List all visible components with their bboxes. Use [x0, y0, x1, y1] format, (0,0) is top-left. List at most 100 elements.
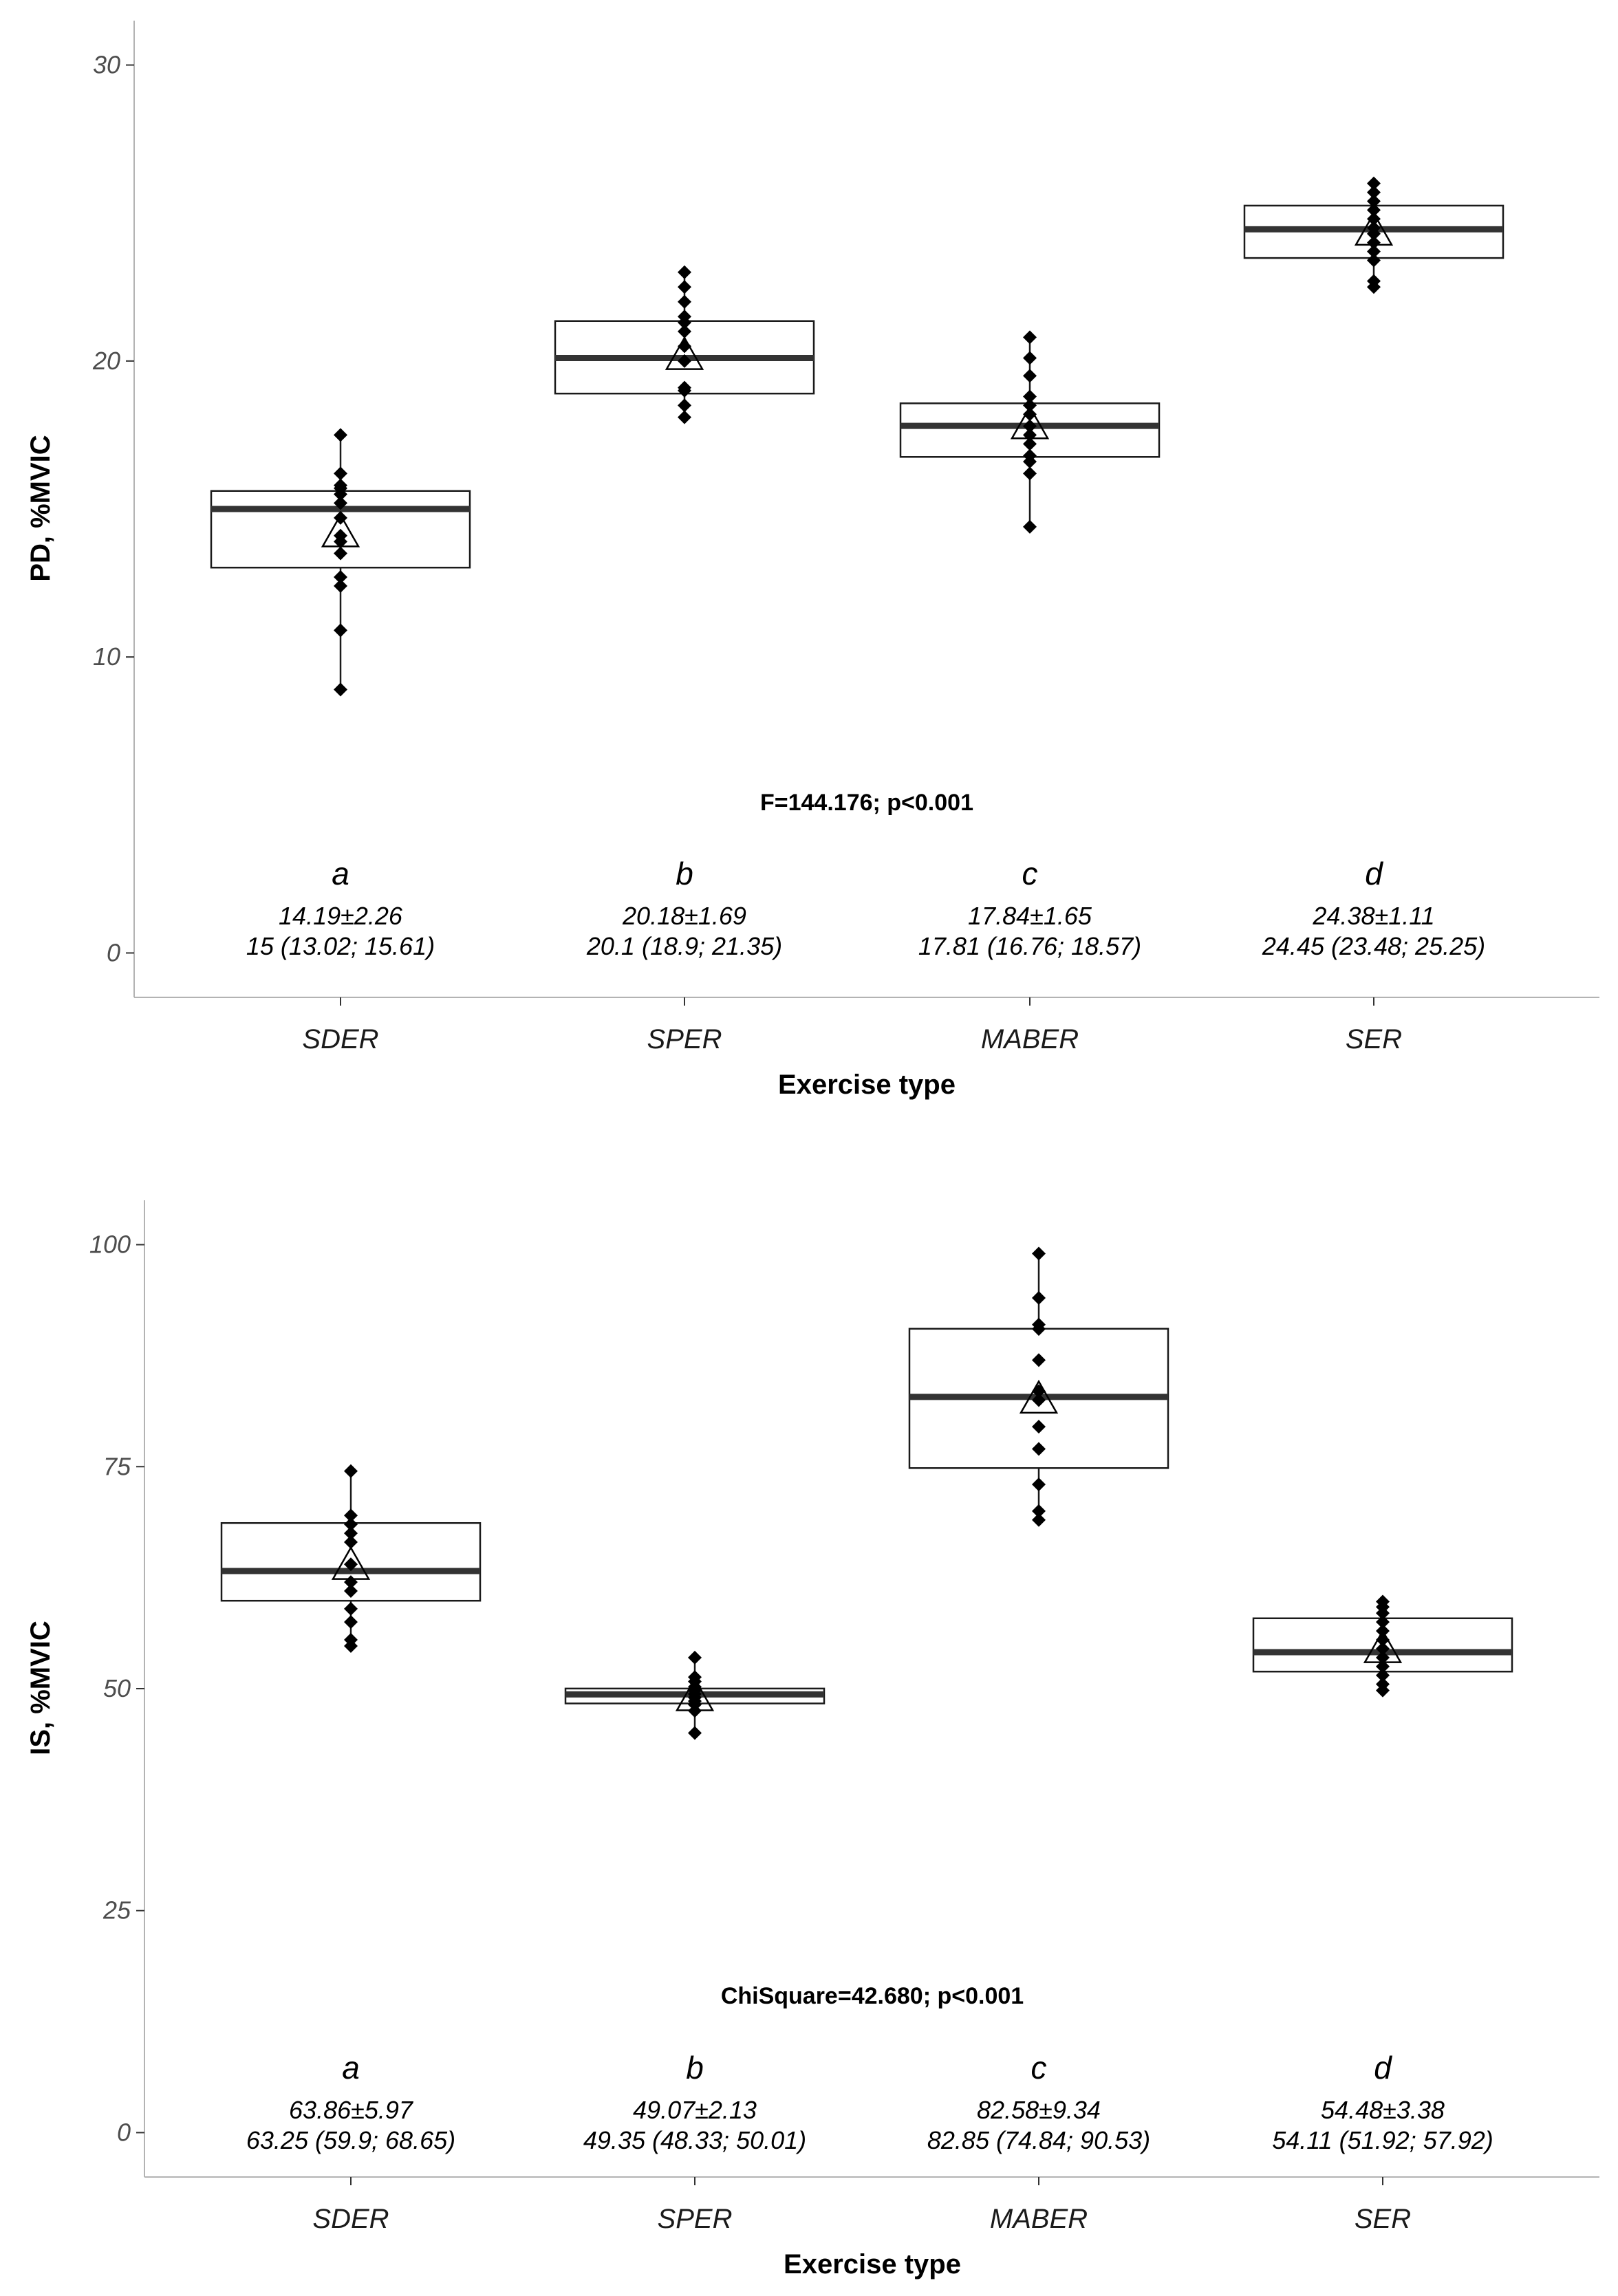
data-point	[1032, 1420, 1046, 1434]
group-letter: c	[1031, 2050, 1047, 2086]
box-ser	[1252, 1594, 1513, 1698]
data-point	[1023, 437, 1037, 451]
data-point	[334, 682, 347, 697]
data-point	[334, 546, 347, 561]
mean-sd-label: 82.58±9.34	[977, 2096, 1101, 2124]
mean-sd-label: 49.07±2.13	[633, 2096, 757, 2124]
data-point	[688, 1726, 702, 1740]
mean-marker	[675, 1677, 715, 1711]
mean-sd-label: 17.84±1.65	[968, 902, 1092, 930]
x-tick-label: MABER	[990, 2204, 1088, 2234]
data-point	[678, 380, 691, 395]
group-letter: b	[676, 856, 693, 891]
x-axis-title: Exercise type	[778, 1070, 956, 1100]
data-point	[1023, 389, 1037, 404]
mean-sd-label: 54.48±3.38	[1321, 2096, 1445, 2124]
data-point	[334, 428, 347, 442]
box-sper	[564, 1650, 826, 1740]
data-point	[1023, 330, 1037, 345]
group-letter: d	[1365, 856, 1383, 891]
data-point	[1023, 407, 1037, 422]
mean-sd-label: 63.86±5.97	[289, 2096, 414, 2124]
x-tick-label: SPER	[658, 2204, 733, 2234]
data-point	[1376, 1668, 1390, 1682]
y-tick-label: 100	[89, 1231, 131, 1259]
data-point	[334, 528, 347, 543]
data-point	[1023, 419, 1037, 433]
data-point	[1032, 1317, 1046, 1332]
data-point	[334, 570, 347, 584]
data-point	[1367, 194, 1381, 208]
y-axis-title: PD, %MVIC	[25, 435, 56, 581]
median-iqr-label: 54.11 (51.92; 57.92)	[1272, 2126, 1493, 2154]
data-point	[1367, 235, 1381, 250]
box-ser	[1243, 176, 1504, 294]
data-point	[1032, 1477, 1046, 1492]
data-point	[344, 1633, 358, 1647]
data-point	[1367, 185, 1381, 199]
data-point	[678, 398, 691, 413]
median-iqr-label: 24.45 (23.48; 25.25)	[1262, 932, 1485, 960]
mean-sd-label: 20.18±1.69	[622, 902, 746, 930]
data-point	[334, 466, 347, 481]
y-tick-label: 25	[103, 1896, 131, 1925]
mean-marker	[321, 513, 360, 548]
median-iqr-label: 82.85 (74.84; 90.53)	[927, 2126, 1150, 2154]
mean-marker	[1010, 405, 1050, 440]
data-point	[1032, 1442, 1046, 1456]
data-point	[1023, 466, 1037, 481]
data-point	[1367, 253, 1381, 268]
data-point	[678, 280, 691, 294]
data-point	[1032, 1393, 1046, 1407]
data-point	[1032, 1513, 1046, 1527]
data-point	[1367, 212, 1381, 226]
data-point	[344, 1601, 358, 1616]
y-tick-label: 0	[107, 938, 120, 966]
data-point	[1032, 1291, 1046, 1305]
median-iqr-label: 15 (13.02; 15.61)	[246, 932, 435, 960]
box-sder	[220, 1464, 482, 1654]
data-point	[1367, 176, 1381, 191]
data-point	[678, 324, 691, 338]
mean-sd-label: 14.19±2.26	[279, 902, 403, 930]
median-iqr-label: 20.1 (18.9; 21.35)	[586, 932, 782, 960]
data-point	[1023, 448, 1037, 463]
mean-marker	[1363, 1629, 1403, 1663]
mean-marker	[1019, 1379, 1059, 1414]
data-point	[688, 1670, 702, 1685]
chart-pd: 0 10 20 30 SDER SPER MABER SER PD, %MVIC Exerc…	[25, 21, 1599, 1100]
data-point	[1376, 1615, 1390, 1629]
data-point	[678, 265, 691, 279]
data-point	[1032, 1353, 1046, 1367]
data-point	[334, 478, 347, 492]
x-tick-label: SPER	[647, 1024, 722, 1054]
median-iqr-label: 49.35 (48.33; 50.01)	[583, 2126, 806, 2154]
x-tick-label: SDER	[312, 2204, 389, 2234]
data-point	[1376, 1641, 1390, 1656]
data-point	[1367, 221, 1381, 235]
x-tick-label: SER	[1355, 2204, 1411, 2234]
median-iqr-label: 17.81 (16.76; 18.57)	[918, 932, 1141, 960]
data-point	[1367, 274, 1381, 288]
x-tick-label: MABER	[981, 1024, 1079, 1054]
boxes	[210, 176, 1504, 697]
data-point	[334, 623, 347, 638]
data-point	[1376, 1594, 1390, 1609]
box-sper	[554, 265, 815, 424]
data-point	[344, 1464, 358, 1478]
y-axis-title: IS, %MVIC	[25, 1621, 56, 1755]
data-point	[678, 310, 691, 324]
mean-marker	[665, 336, 704, 370]
data-point	[1367, 244, 1381, 259]
x-tick-label: SDER	[302, 1024, 378, 1054]
box-maber	[908, 1246, 1169, 1527]
statistic-label: F=144.176; p<0.001	[760, 790, 973, 816]
boxes	[220, 1246, 1513, 1740]
